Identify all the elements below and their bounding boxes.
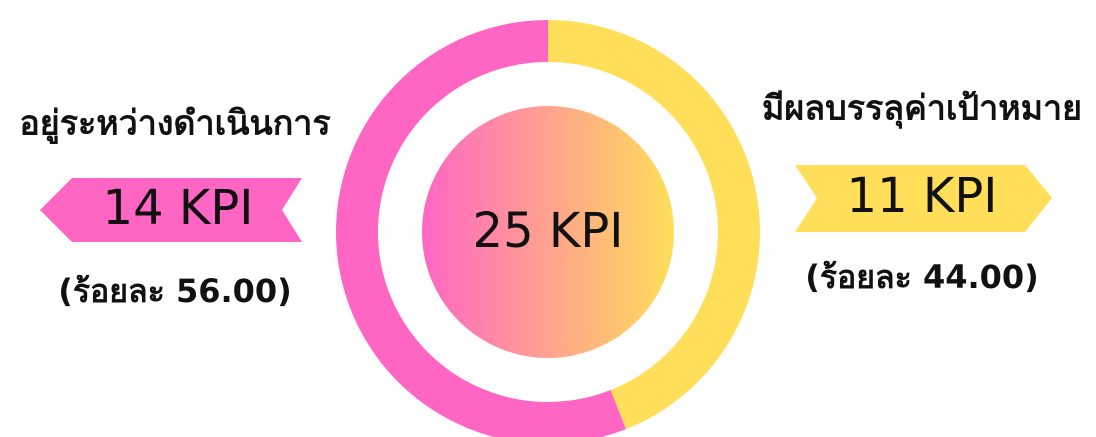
- legend-label: มีผลบรรลุค่าเป้าหมาย: [762, 89, 1082, 130]
- ribbon: [795, 165, 1052, 232]
- donut-slice: [336, 20, 627, 437]
- donut-slice: [548, 20, 761, 430]
- percent-label: (ร้อยละ 44.00): [805, 258, 1039, 296]
- percent-label: (ร้อยละ 56.00): [58, 272, 292, 310]
- donut: [336, 20, 761, 437]
- legend-label: อยู่ระหว่างดำเนินการ: [19, 104, 331, 145]
- value-label: 14 KPI: [103, 180, 254, 236]
- ribbon: [40, 178, 302, 242]
- center-label: 25 KPI: [473, 203, 624, 259]
- center-circle: [422, 106, 674, 358]
- value-label: 11 KPI: [847, 168, 998, 224]
